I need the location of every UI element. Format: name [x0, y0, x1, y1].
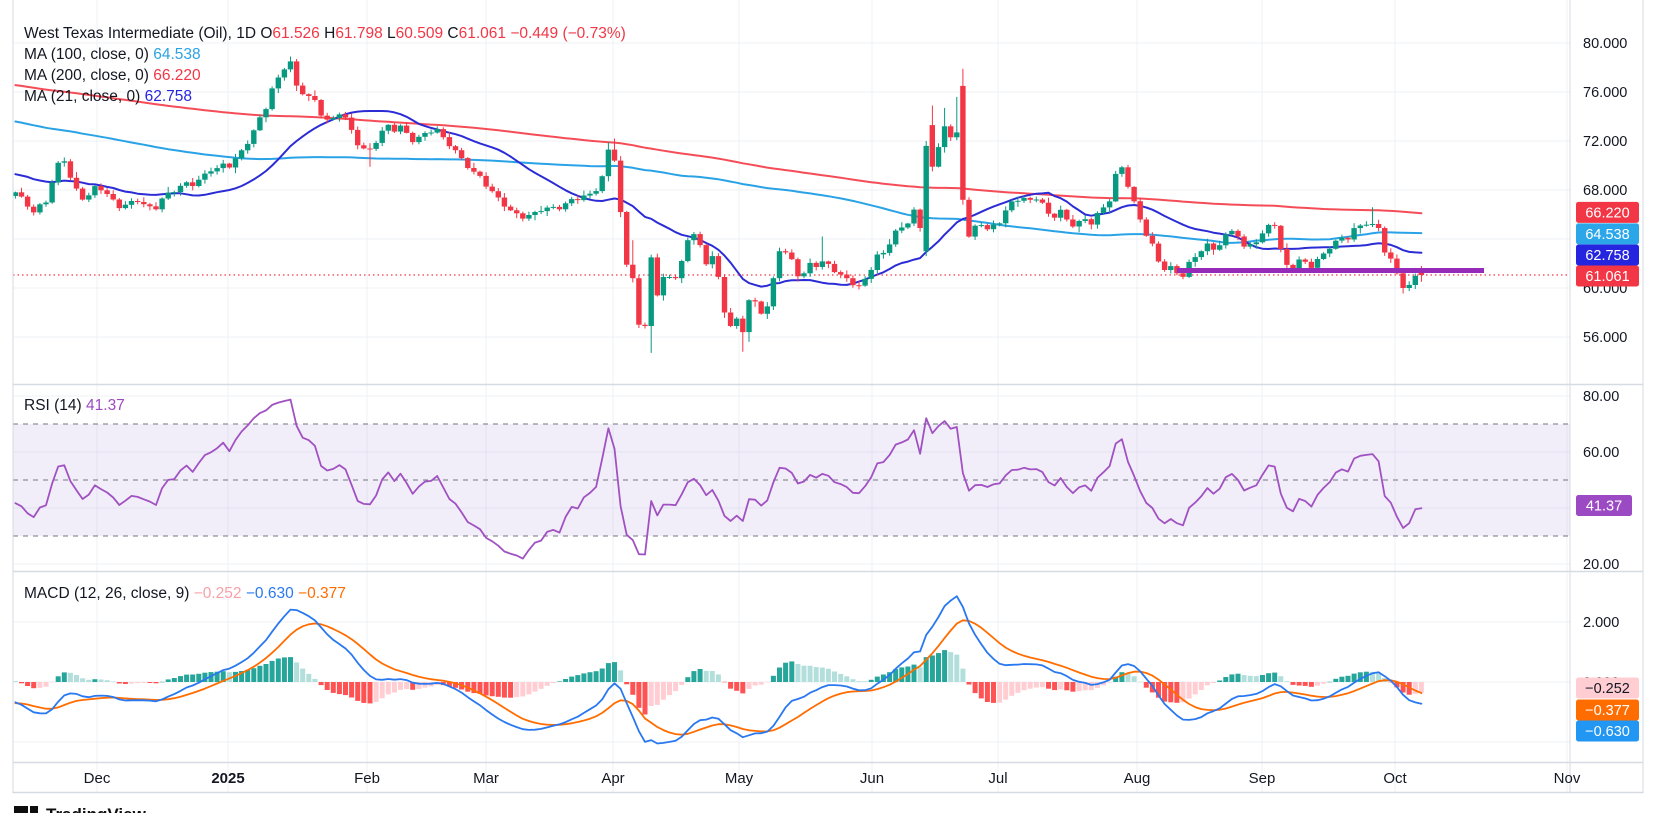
svg-text:80.000: 80.000 [1583, 36, 1627, 52]
svg-text:61.061: 61.061 [1585, 269, 1629, 285]
svg-text:−0.252: −0.252 [1585, 681, 1630, 697]
svg-text:Nov: Nov [1554, 770, 1581, 787]
svg-text:West Texas Intermediate (Oil),: West Texas Intermediate (Oil), 1D O61.52… [24, 25, 626, 42]
svg-text:MA (200, close, 0) 66.220: MA (200, close, 0) 66.220 [24, 67, 201, 84]
svg-text:68.000: 68.000 [1583, 183, 1627, 199]
svg-text:May: May [725, 770, 754, 787]
svg-text:64.538: 64.538 [1585, 227, 1629, 243]
svg-text:60.00: 60.00 [1583, 445, 1619, 461]
svg-text:41.37: 41.37 [1586, 499, 1622, 515]
svg-text:−0.377: −0.377 [1585, 703, 1630, 719]
svg-text:Sep: Sep [1249, 770, 1276, 787]
svg-text:72.000: 72.000 [1583, 134, 1627, 150]
svg-text:Aug: Aug [1124, 770, 1151, 787]
svg-text:−0.630: −0.630 [1585, 724, 1630, 740]
svg-text:20.00: 20.00 [1583, 557, 1619, 573]
svg-text:80.00: 80.00 [1583, 389, 1619, 405]
svg-text:Apr: Apr [601, 770, 624, 787]
svg-text:Oct: Oct [1383, 770, 1407, 787]
svg-text:2.000: 2.000 [1583, 615, 1619, 631]
svg-text:56.000: 56.000 [1583, 330, 1627, 346]
svg-text:2025: 2025 [211, 770, 244, 787]
svg-text:Dec: Dec [84, 770, 111, 787]
svg-text:Feb: Feb [354, 770, 380, 787]
svg-text:MACD (12, 26, close, 9) −0.252: MACD (12, 26, close, 9) −0.252 −0.630 −0… [24, 585, 346, 602]
svg-text:66.220: 66.220 [1585, 205, 1629, 221]
svg-text:Jun: Jun [860, 770, 884, 787]
svg-text:MA (21, close, 0) 62.758: MA (21, close, 0) 62.758 [24, 88, 192, 105]
svg-text:62.758: 62.758 [1585, 248, 1629, 264]
svg-text:TradingView: TradingView [46, 805, 147, 813]
svg-text:76.000: 76.000 [1583, 85, 1627, 101]
svg-text:RSI (14) 41.37: RSI (14) 41.37 [24, 397, 125, 414]
svg-text:MA (100, close, 0) 64.538: MA (100, close, 0) 64.538 [24, 46, 201, 63]
svg-text:Mar: Mar [473, 770, 499, 787]
svg-text:Jul: Jul [988, 770, 1007, 787]
